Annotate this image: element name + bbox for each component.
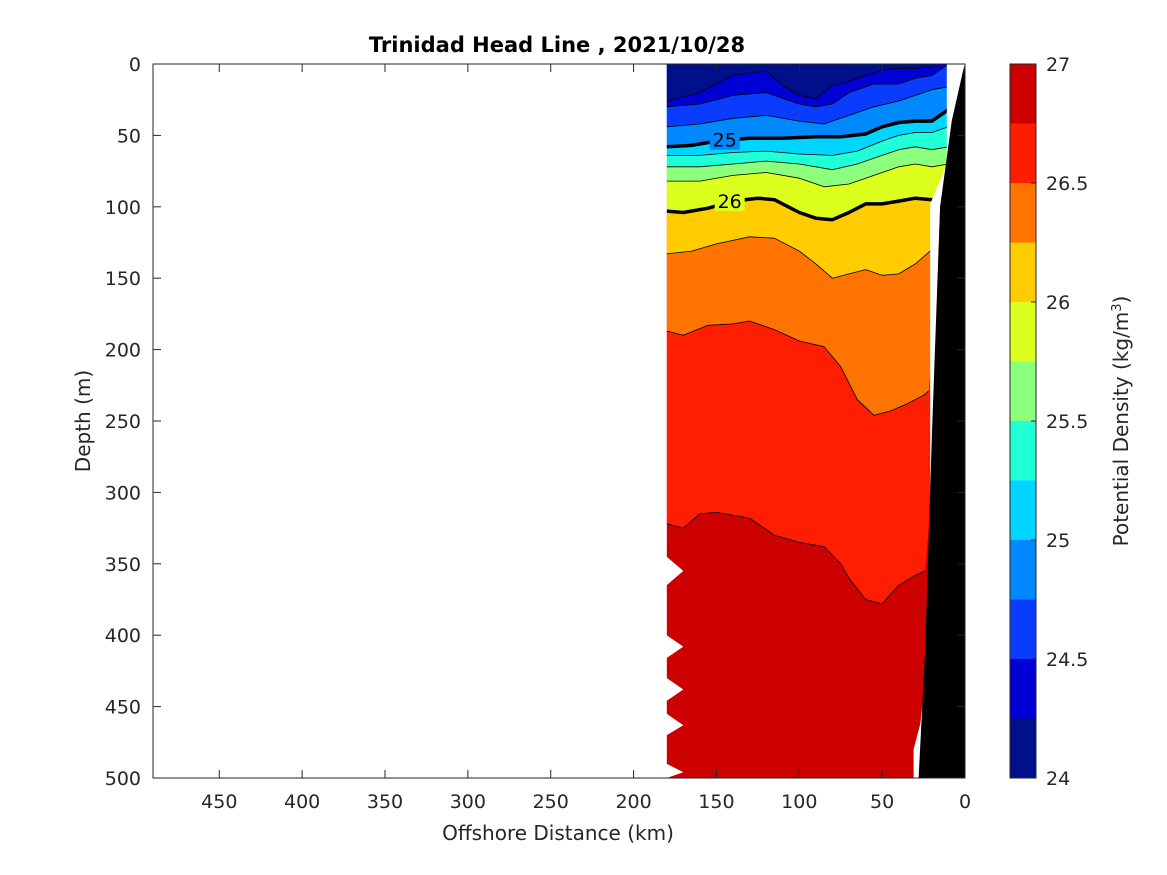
isoline-24-5 [666,64,949,108]
colorbar-tick-label: 27 [1046,54,1070,76]
no-data-offshore-mask [153,64,684,778]
colorbar-ticks: 24 24.5 25 25.5 26 26.5 27 [1031,54,1088,790]
y-tick-label: 50 [117,125,141,147]
plot-area: 25 26 [153,64,965,778]
y-tick-label: 450 [105,697,141,719]
colorbar-tick-label: 24 [1046,768,1070,790]
colorbar-label-superscript: 3 [1110,303,1125,311]
seafloor-topography [918,64,965,778]
colorbar-tick-label: 25.5 [1046,411,1088,433]
y-tick-label: 100 [105,197,141,219]
x-axis-label: Offshore Distance (km) [442,821,674,845]
colorbar-swatch [1010,659,1036,719]
x-tick-label: 400 [284,791,320,813]
colorbar-swatch [1010,540,1036,600]
isoline-26-75 [666,512,926,605]
colorbar-swatch [1010,302,1036,362]
x-tick-label: 300 [450,791,486,813]
data-masks [153,64,965,778]
isoline-25-75 [666,163,949,188]
contour-bands [666,64,965,778]
x-tick-label: 150 [698,791,734,813]
y-tick-label: 400 [105,625,141,647]
x-tick-label: 100 [781,791,817,813]
y-tick-label: 250 [105,411,141,433]
x-tick-label: 200 [615,791,651,813]
contour-label-bg [709,127,740,150]
isoline-25-5 [666,146,949,171]
no-data-nearshore-mask [913,64,965,778]
y-axis-ticks: 0 50 100 150 200 250 300 350 400 450 500 [105,54,965,790]
colorbar: 24 24.5 25 25.5 26 26.5 27 Potential Density (… [1009,54,1133,790]
colorbar-swatch [1010,718,1036,778]
contour-labels: 25 26 [709,127,745,213]
isoline-26-5 [666,320,929,416]
colorbar-swatch [1010,480,1036,540]
isoline-25-25 [666,126,949,156]
x-axis-ticks: 450 400 350 300 250 200 150 100 50 0 [201,64,971,813]
x-tick-label: 250 [533,791,569,813]
contour-label-25: 25 [713,130,737,152]
y-axis-label: Depth (m) [71,370,95,472]
band-24-25 [666,64,965,102]
isoline-26-25 [666,236,933,279]
isoline-24-75 [666,86,949,128]
colorbar-swatch [1010,123,1036,183]
colorbar-bands [1010,64,1036,778]
colorbar-tick-label: 26 [1046,292,1070,314]
y-tick-label: 0 [129,54,141,76]
contour-label-26: 26 [718,191,742,213]
x-tick-label: 450 [201,791,237,813]
colorbar-swatch [1010,64,1036,124]
chart-title: Trinidad Head Line , 2021/10/28 [369,33,745,57]
x-tick-label: 0 [959,791,971,813]
colorbar-swatch [1010,599,1036,659]
isoline-24-25 [666,66,932,102]
colorbar-swatch [1010,242,1036,302]
y-tick-label: 200 [105,340,141,362]
colorbar-tick-label: 25 [1046,530,1070,552]
x-tick-label: 350 [367,791,403,813]
contour-label-bg [714,189,745,212]
colorbar-swatch [1010,361,1036,421]
y-tick-label: 300 [105,482,141,504]
y-tick-label: 500 [105,768,141,790]
colorbar-label-suffix: ) [1109,296,1133,304]
y-tick-label: 150 [105,268,141,290]
colorbar-label: Potential Density (kg/m3) [1109,296,1133,547]
y-tick-label: 350 [105,554,141,576]
x-tick-label: 50 [870,791,894,813]
colorbar-tick-label: 26.5 [1046,173,1088,195]
colorbar-tick-label: 24.5 [1046,649,1088,671]
colorbar-swatch [1010,421,1036,481]
colorbar-label-main: Potential Density (kg/m [1109,312,1133,547]
colorbar-swatch [1010,183,1036,243]
